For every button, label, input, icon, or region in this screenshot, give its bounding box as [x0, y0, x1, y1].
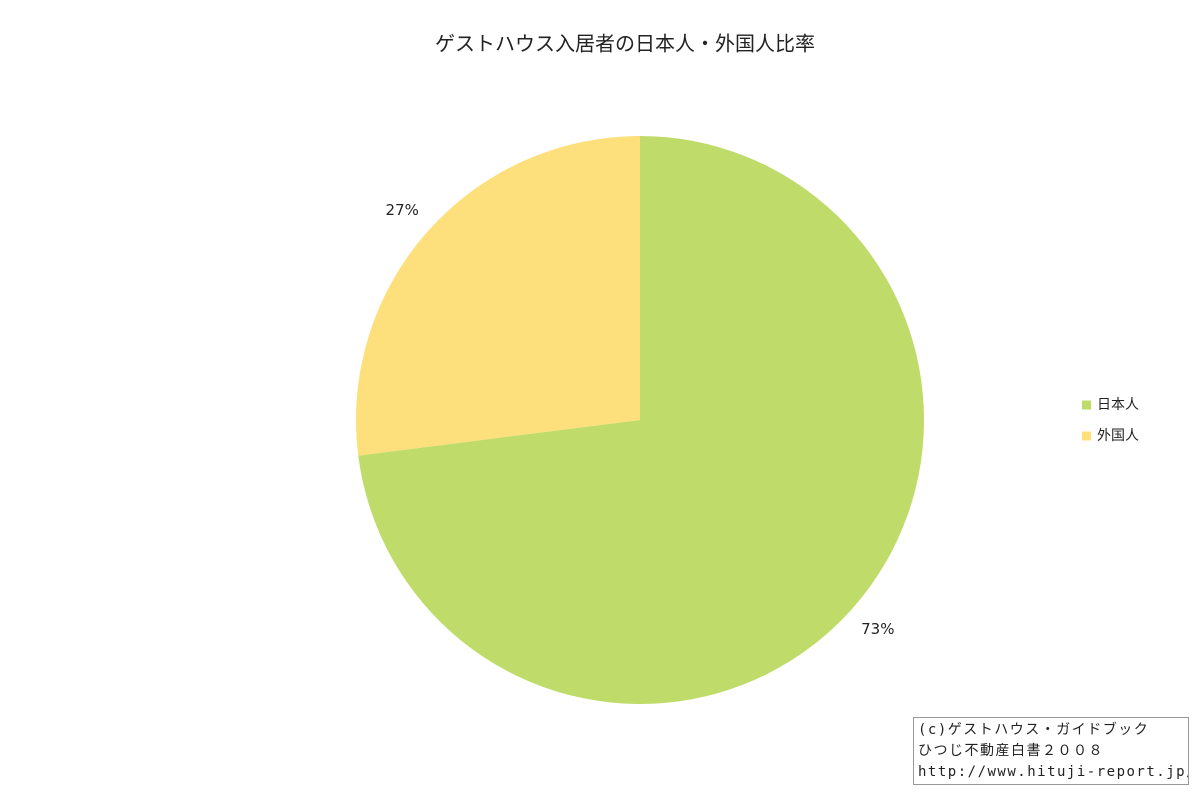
pie-slice	[355, 136, 640, 456]
credit: (c)ゲストハウス・ガイドブック ひつじ不動産白書２００８ http://www…	[913, 717, 1189, 785]
legend-swatch	[1082, 400, 1091, 410]
data-label: 27%	[386, 201, 419, 219]
credit-line: (c)ゲストハウス・ガイドブック	[918, 722, 1150, 738]
pie-slice	[358, 136, 925, 704]
data-label: 73%	[861, 620, 894, 638]
credit-line: ひつじ不動産白書２００８	[918, 743, 1104, 759]
legend-swatch	[1082, 431, 1091, 441]
chart-title: ゲストハウス入居者の日本人・外国人比率	[435, 32, 815, 56]
legend-label: 日本人	[1097, 397, 1139, 413]
credit-line: http://www.hituji-report.jp/	[918, 764, 1189, 780]
legend-label: 外国人	[1097, 428, 1139, 444]
